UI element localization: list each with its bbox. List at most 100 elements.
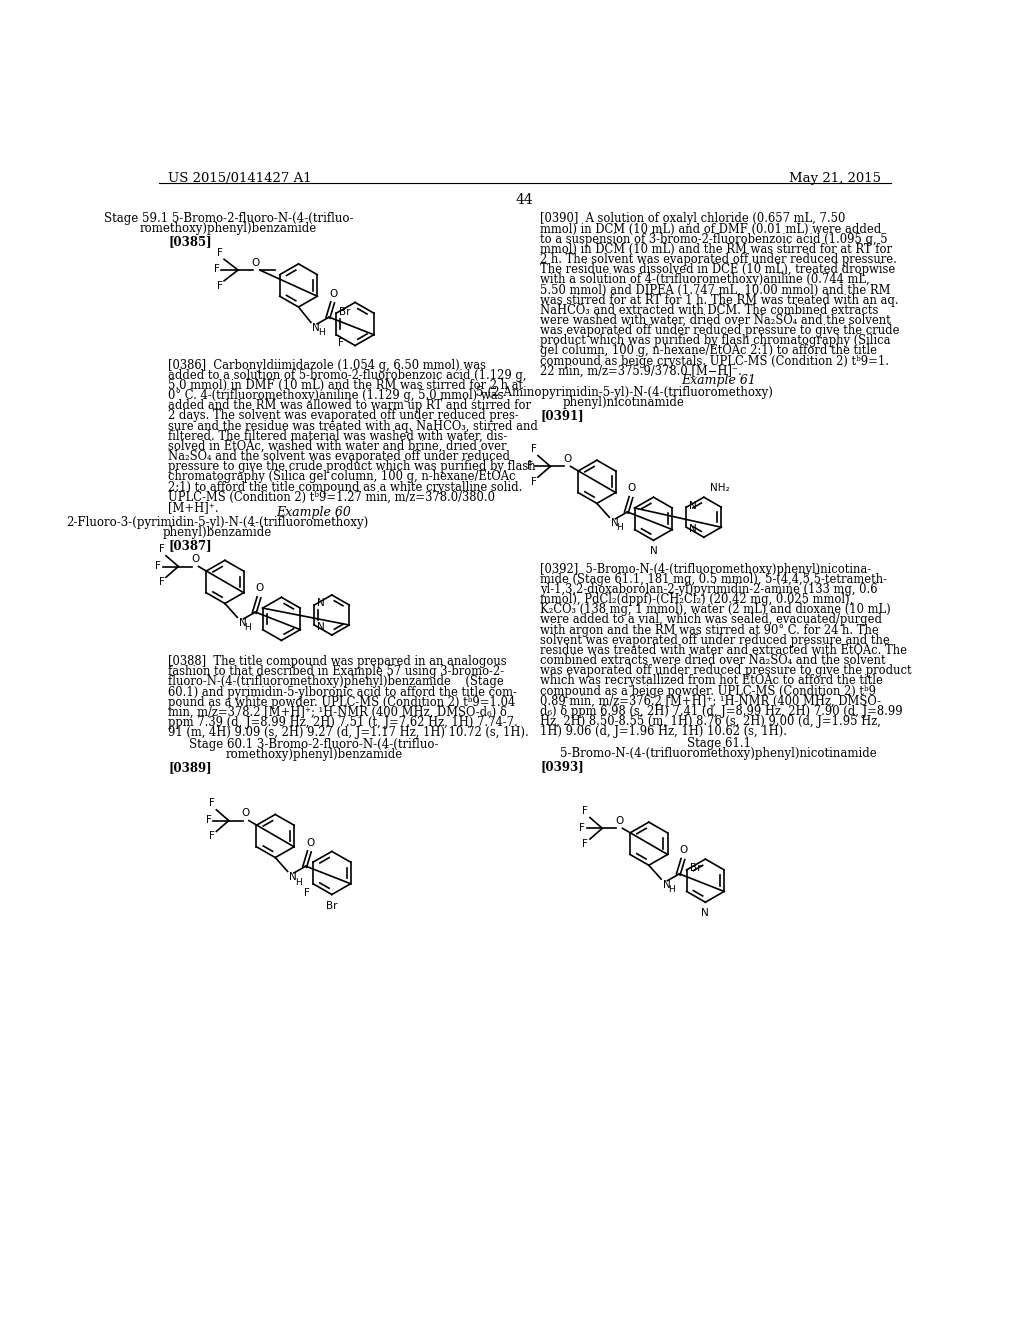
- Text: F: F: [530, 444, 537, 454]
- Text: ppm 7.39 (d, J=8.99 Hz, 2H) 7.51 (t, J=7.62 Hz, 1H) 7.74-7.: ppm 7.39 (d, J=8.99 Hz, 2H) 7.51 (t, J=7…: [168, 715, 518, 729]
- Text: F: F: [583, 807, 589, 816]
- Text: US 2015/0141427 A1: US 2015/0141427 A1: [168, 173, 312, 185]
- Text: 0° C. 4-(trifluoromethoxy)aniline (1.129 g, 5.0 mmol) was: 0° C. 4-(trifluoromethoxy)aniline (1.129…: [168, 389, 504, 403]
- Text: [0393]: [0393]: [541, 760, 584, 774]
- Text: O: O: [256, 583, 264, 594]
- Text: F: F: [159, 577, 165, 587]
- Text: K₂CO₃ (138 mg, 1 mmol), water (2 mL) and dioxane (10 mL): K₂CO₃ (138 mg, 1 mmol), water (2 mL) and…: [541, 603, 891, 616]
- Text: F: F: [217, 281, 222, 290]
- Text: 60.1) and pyrimidin-5-ylboronic acid to afford the title com-: 60.1) and pyrimidin-5-ylboronic acid to …: [168, 685, 517, 698]
- Text: N: N: [663, 880, 671, 890]
- Text: N: N: [312, 323, 321, 333]
- Text: F: F: [214, 264, 219, 275]
- Text: to a suspension of 3-bromo-2-fluorobenzoic acid (1.095 g, 5: to a suspension of 3-bromo-2-fluorobenzo…: [541, 232, 888, 246]
- Text: 2:1) to afford the title compound as a white crystalline solid.: 2:1) to afford the title compound as a w…: [168, 480, 522, 494]
- Text: Example 60: Example 60: [276, 506, 351, 519]
- Text: N: N: [611, 517, 618, 528]
- Text: N: N: [239, 618, 247, 628]
- Text: [0389]: [0389]: [168, 762, 212, 775]
- Text: H: H: [317, 327, 325, 337]
- Text: [0391]: [0391]: [541, 409, 584, 422]
- Text: yl-1,3,2-dioxaborolan-2-yl)pyrimidin-2-amine (133 mg, 0.6: yl-1,3,2-dioxaborolan-2-yl)pyrimidin-2-a…: [541, 583, 878, 595]
- Text: O: O: [252, 257, 260, 268]
- Text: 5-(2-Aminopyrimidin-5-yl)-N-(4-(trifluoromethoxy): 5-(2-Aminopyrimidin-5-yl)-N-(4-(trifluor…: [475, 387, 772, 400]
- Text: 91 (m, 4H) 9.09 (s, 2H) 9.27 (d, J=1.17 Hz, 1H) 10.72 (s, 1H).: 91 (m, 4H) 9.09 (s, 2H) 9.27 (d, J=1.17 …: [168, 726, 529, 739]
- Text: pound as a white powder. UPLC-MS (Condition 2) tᵇ9=1.04: pound as a white powder. UPLC-MS (Condit…: [168, 696, 515, 709]
- Text: F: F: [156, 561, 162, 570]
- Text: [0386]  Carbonyldiimidazole (1.054 g, 6.50 mmol) was: [0386] Carbonyldiimidazole (1.054 g, 6.5…: [168, 359, 486, 372]
- Text: H: H: [245, 623, 251, 632]
- Text: O: O: [628, 483, 636, 494]
- Text: fashion to that described in Example 57 using 3-bromo-2-: fashion to that described in Example 57 …: [168, 665, 505, 678]
- Text: 2 h. The solvent was evaporated off under reduced pressure.: 2 h. The solvent was evaporated off unde…: [541, 253, 897, 265]
- Text: min, m/z=378.2 [M+H]⁺; ¹H-NMR (400 MHz, DMSO-d₆) δ: min, m/z=378.2 [M+H]⁺; ¹H-NMR (400 MHz, …: [168, 706, 507, 719]
- Text: F: F: [527, 461, 534, 471]
- Text: F: F: [580, 822, 586, 833]
- Text: F: F: [304, 888, 310, 899]
- Text: sure and the residue was treated with aq. NaHCO₃, stirred and: sure and the residue was treated with aq…: [168, 420, 539, 433]
- Text: was evaporated off under reduced pressure to give the product: was evaporated off under reduced pressur…: [541, 664, 912, 677]
- Text: with a solution of 4-(trifluoromethoxy)aniline (0.744 mL,: with a solution of 4-(trifluoromethoxy)a…: [541, 273, 870, 286]
- Text: O: O: [615, 816, 624, 826]
- Text: mmol) in DCM (10 mL) and the RM was stirred for at RT for: mmol) in DCM (10 mL) and the RM was stir…: [541, 243, 892, 256]
- Text: which was recrystallized from hot EtOAc to afford the title: which was recrystallized from hot EtOAc …: [541, 675, 883, 688]
- Text: NaHCO₃ and extracted with DCM. The combined extracts: NaHCO₃ and extracted with DCM. The combi…: [541, 304, 879, 317]
- Text: compound as a beige powder. UPLC-MS (Condition 2) tᵇ9: compound as a beige powder. UPLC-MS (Con…: [541, 685, 877, 697]
- Text: compound as beige crystals. UPLC-MS (Condition 2) tᵇ9=1.: compound as beige crystals. UPLC-MS (Con…: [541, 355, 889, 367]
- Text: 2 days. The solvent was evaporated off under reduced pres-: 2 days. The solvent was evaporated off u…: [168, 409, 519, 422]
- Text: 5.0 mmol) in DMF (10 mL) and the RM was stirred for 2 h at: 5.0 mmol) in DMF (10 mL) and the RM was …: [168, 379, 523, 392]
- Text: [0385]: [0385]: [168, 235, 212, 248]
- Text: F: F: [338, 338, 344, 347]
- Text: filtered. The filtered material was washed with water, dis-: filtered. The filtered material was wash…: [168, 430, 508, 442]
- Text: 2-Fluoro-3-(pyrimidin-5-yl)-N-(4-(trifluoromethoxy): 2-Fluoro-3-(pyrimidin-5-yl)-N-(4-(triflu…: [66, 516, 369, 529]
- Text: O: O: [680, 845, 688, 855]
- Text: 5-Bromo-N-(4-(trifluoromethoxy)phenyl)nicotinamide: 5-Bromo-N-(4-(trifluoromethoxy)phenyl)ni…: [560, 747, 877, 760]
- Text: N: N: [701, 908, 710, 919]
- Text: F: F: [206, 814, 212, 825]
- Text: residue was treated with water and extracted with EtOAc. The: residue was treated with water and extra…: [541, 644, 907, 657]
- Text: Hz, 2H) 8.50-8.55 (m, 1H) 8.76 (s, 2H) 9.00 (d, J=1.95 Hz,: Hz, 2H) 8.50-8.55 (m, 1H) 8.76 (s, 2H) 9…: [541, 715, 882, 729]
- Text: N: N: [689, 524, 696, 533]
- Text: F: F: [530, 478, 537, 487]
- Text: with argon and the RM was stirred at 90° C. for 24 h. The: with argon and the RM was stirred at 90°…: [541, 623, 879, 636]
- Text: Stage 61.1: Stage 61.1: [686, 738, 751, 751]
- Text: O: O: [242, 808, 250, 818]
- Text: Stage 59.1 5-Bromo-2-fluoro-N-(4-(trifluo-: Stage 59.1 5-Bromo-2-fluoro-N-(4-(triflu…: [104, 213, 353, 226]
- Text: N: N: [316, 598, 325, 609]
- Text: Na₂SO₄ and the solvent was evaporated off under reduced: Na₂SO₄ and the solvent was evaporated of…: [168, 450, 510, 463]
- Text: [0388]  The title compound was prepared in an analogous: [0388] The title compound was prepared i…: [168, 655, 507, 668]
- Text: phenyl)benzamide: phenyl)benzamide: [163, 527, 271, 540]
- Text: pressure to give the crude product which was purified by flash: pressure to give the crude product which…: [168, 461, 536, 474]
- Text: 22 min, m/z=375.9/378.0 [M−H]⁻.: 22 min, m/z=375.9/378.0 [M−H]⁻.: [541, 364, 742, 378]
- Text: [0390]  A solution of oxalyl chloride (0.657 mL, 7.50: [0390] A solution of oxalyl chloride (0.…: [541, 213, 846, 226]
- Text: The residue was dissolved in DCE (10 mL), treated dropwise: The residue was dissolved in DCE (10 mL)…: [541, 263, 896, 276]
- Text: N: N: [649, 546, 657, 557]
- Text: combined extracts were dried over Na₂SO₄ and the solvent: combined extracts were dried over Na₂SO₄…: [541, 655, 886, 667]
- Text: N: N: [289, 873, 297, 882]
- Text: Br: Br: [326, 900, 338, 911]
- Text: Br: Br: [690, 863, 701, 874]
- Text: UPLC-MS (Condition 2) tᵇ9=1.27 min, m/z=378.0/380.0: UPLC-MS (Condition 2) tᵇ9=1.27 min, m/z=…: [168, 491, 496, 504]
- Text: 0.89 min, m/z=376.2 [M+H]⁺; ¹H-NMR (400 MHz, DMSO-: 0.89 min, m/z=376.2 [M+H]⁺; ¹H-NMR (400 …: [541, 694, 882, 708]
- Text: were washed with water, dried over Na₂SO₄ and the solvent: were washed with water, dried over Na₂SO…: [541, 314, 891, 327]
- Text: added and the RM was allowed to warm up RT and stirred for: added and the RM was allowed to warm up …: [168, 399, 531, 412]
- Text: O: O: [563, 454, 571, 465]
- Text: added to a solution of 5-bromo-2-fluorobenzoic acid (1.129 g,: added to a solution of 5-bromo-2-fluorob…: [168, 368, 526, 381]
- Text: 1H) 9.06 (d, J=1.96 Hz, 1H) 10.62 (s, 1H).: 1H) 9.06 (d, J=1.96 Hz, 1H) 10.62 (s, 1H…: [541, 725, 787, 738]
- Text: O: O: [330, 289, 338, 298]
- Text: F: F: [217, 248, 222, 257]
- Text: mmol), PdCl₂(dppf)-(CH₂Cl₂) (20.42 mg, 0.025 mmol),: mmol), PdCl₂(dppf)-(CH₂Cl₂) (20.42 mg, 0…: [541, 593, 854, 606]
- Text: H: H: [295, 878, 301, 887]
- Text: was stirred for at RT for 1 h. The RM was treated with an aq.: was stirred for at RT for 1 h. The RM wa…: [541, 293, 899, 306]
- Text: d₆) δ ppm 6.98 (s, 2H) 7.41 (d, J=8.99 Hz, 2H) 7.90 (d, J=8.99: d₆) δ ppm 6.98 (s, 2H) 7.41 (d, J=8.99 H…: [541, 705, 903, 718]
- Text: F: F: [583, 840, 589, 849]
- Text: F: F: [209, 832, 215, 841]
- Text: O: O: [191, 554, 200, 564]
- Text: NH₂: NH₂: [710, 483, 730, 492]
- Text: N: N: [316, 622, 325, 631]
- Text: May 21, 2015: May 21, 2015: [790, 173, 882, 185]
- Text: phenyl)nicotinamide: phenyl)nicotinamide: [563, 396, 685, 409]
- Text: were added to a vial, which was sealed, evacuated/purged: were added to a vial, which was sealed, …: [541, 614, 883, 627]
- Text: N: N: [689, 500, 696, 511]
- Text: mide (Stage 61.1, 181 mg, 0.5 mmol), 5-(4,4,5,5-tetrameth-: mide (Stage 61.1, 181 mg, 0.5 mmol), 5-(…: [541, 573, 888, 586]
